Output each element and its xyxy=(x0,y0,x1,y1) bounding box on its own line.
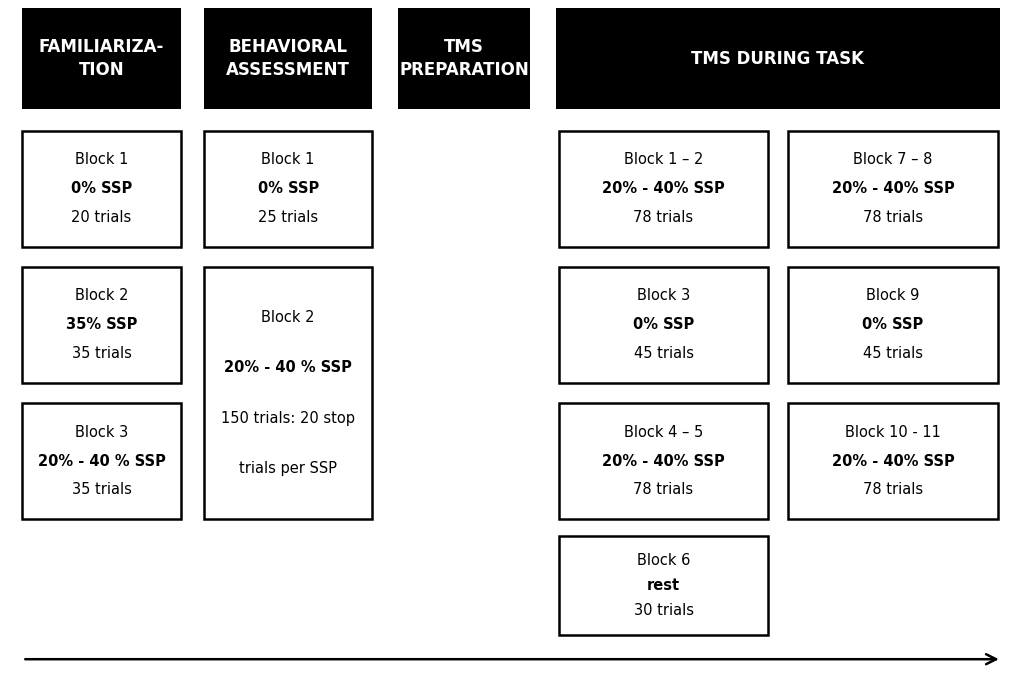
Text: 35 trials: 35 trials xyxy=(71,346,131,362)
Text: Block 3: Block 3 xyxy=(74,424,128,440)
Text: Block 1: Block 1 xyxy=(261,152,315,168)
Bar xyxy=(204,131,372,247)
Text: 20% - 40% SSP: 20% - 40% SSP xyxy=(830,454,954,469)
Text: Block 2: Block 2 xyxy=(74,288,128,304)
Text: trials per SSP: trials per SSP xyxy=(238,461,337,476)
Bar xyxy=(22,403,180,519)
Bar xyxy=(558,536,767,635)
Text: Block 3: Block 3 xyxy=(636,288,690,304)
Bar xyxy=(555,8,999,109)
Text: TMS
PREPARATION: TMS PREPARATION xyxy=(398,37,529,80)
Text: 20 trials: 20 trials xyxy=(71,210,131,225)
Bar xyxy=(204,8,372,109)
Text: 20% - 40 % SSP: 20% - 40 % SSP xyxy=(224,360,352,375)
Text: 35% SSP: 35% SSP xyxy=(66,317,137,332)
Text: Block 9: Block 9 xyxy=(865,288,919,304)
Text: 20% - 40% SSP: 20% - 40% SSP xyxy=(830,181,954,196)
Text: 0% SSP: 0% SSP xyxy=(257,181,319,196)
Text: Block 2: Block 2 xyxy=(261,310,315,325)
Text: 25 trials: 25 trials xyxy=(258,210,318,225)
Bar xyxy=(22,267,180,383)
Text: 78 trials: 78 trials xyxy=(862,482,922,498)
Bar xyxy=(22,131,180,247)
Text: rest: rest xyxy=(646,577,680,593)
Text: Block 1: Block 1 xyxy=(74,152,128,168)
Bar xyxy=(204,267,372,519)
Bar xyxy=(788,267,997,383)
Text: 35 trials: 35 trials xyxy=(71,482,131,498)
Text: 78 trials: 78 trials xyxy=(633,482,693,498)
Text: 20% - 40% SSP: 20% - 40% SSP xyxy=(601,454,725,469)
Text: 20% - 40 % SSP: 20% - 40 % SSP xyxy=(38,454,165,469)
Bar xyxy=(558,403,767,519)
Text: 150 trials: 20 stop: 150 trials: 20 stop xyxy=(221,411,355,426)
Bar xyxy=(558,267,767,383)
Text: 30 trials: 30 trials xyxy=(633,603,693,618)
Text: Block 6: Block 6 xyxy=(636,553,690,568)
Text: Block 1 – 2: Block 1 – 2 xyxy=(624,152,702,168)
Text: 0% SSP: 0% SSP xyxy=(632,317,694,332)
Text: Block 7 – 8: Block 7 – 8 xyxy=(853,152,931,168)
Text: 45 trials: 45 trials xyxy=(633,346,693,362)
Bar xyxy=(397,8,530,109)
Text: 0% SSP: 0% SSP xyxy=(861,317,923,332)
Text: Block 4 – 5: Block 4 – 5 xyxy=(624,424,702,440)
Text: 20% - 40% SSP: 20% - 40% SSP xyxy=(601,181,725,196)
Text: TMS DURING TASK: TMS DURING TASK xyxy=(691,50,863,67)
Text: 78 trials: 78 trials xyxy=(633,210,693,225)
Text: 0% SSP: 0% SSP xyxy=(70,181,132,196)
Bar xyxy=(558,131,767,247)
Text: FAMILIARIZA-
TION: FAMILIARIZA- TION xyxy=(39,37,164,80)
Bar xyxy=(22,8,180,109)
Text: 45 trials: 45 trials xyxy=(862,346,922,362)
Text: 78 trials: 78 trials xyxy=(862,210,922,225)
Text: BEHAVIORAL
ASSESSMENT: BEHAVIORAL ASSESSMENT xyxy=(226,37,350,80)
Bar xyxy=(788,403,997,519)
Text: Block 10 - 11: Block 10 - 11 xyxy=(845,424,940,440)
Bar xyxy=(788,131,997,247)
